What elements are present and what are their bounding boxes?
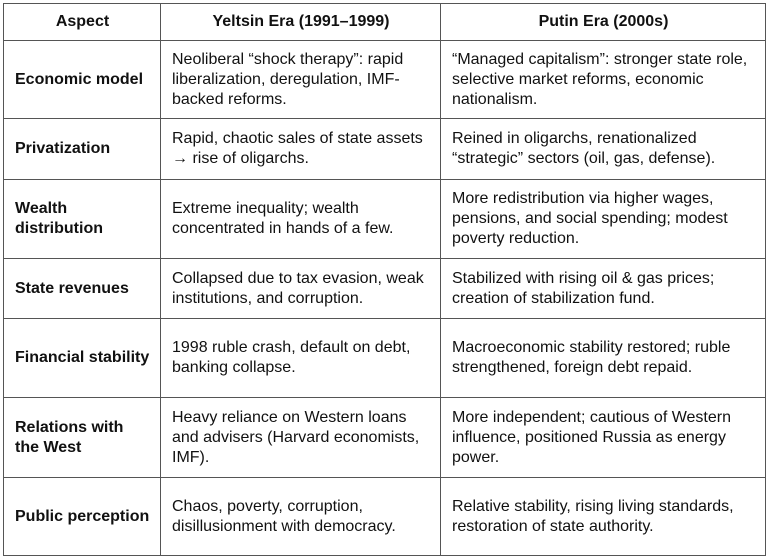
yeltsin-cell: Heavy reliance on Western loans and advi… (160, 397, 441, 478)
table-row: Economic model Neoliberal “shock therapy”… (3, 40, 766, 119)
aspect-cell: Economic model (3, 40, 161, 119)
table-row: Privatization Rapid, chaotic sales of sta… (3, 118, 766, 180)
yeltsin-cell: Rapid, chaotic sales of state assets → r… (160, 118, 441, 180)
putin-cell: Stabilized with rising oil & gas prices;… (440, 258, 766, 319)
putin-cell: “Managed capitalism”: stronger state rol… (440, 40, 766, 119)
header-putin: Putin Era (2000s) (440, 3, 766, 41)
putin-cell: Relative stability, rising living standa… (440, 477, 766, 556)
header-row: Aspect Yeltsin Era (1991–1999) Putin Era… (3, 3, 766, 41)
yeltsin-cell: Extreme inequality; wealth concentrated … (160, 179, 441, 259)
yeltsin-cell: 1998 ruble crash, default on debt, banki… (160, 318, 441, 398)
putin-cell: More redistribution via higher wages, pe… (440, 179, 766, 259)
aspect-cell: Wealth distribution (3, 179, 161, 259)
aspect-cell: Public perception (3, 477, 161, 556)
putin-cell: Macroeconomic stability restored; ruble … (440, 318, 766, 398)
table-row: Public perception Chaos, poverty, corrupt… (3, 477, 766, 556)
yeltsin-cell: Chaos, poverty, corruption, disillusionm… (160, 477, 441, 556)
putin-cell: Reined in oligarchs, renationalized “str… (440, 118, 766, 180)
aspect-cell: Privatization (3, 118, 161, 180)
aspect-cell: State revenues (3, 258, 161, 319)
yeltsin-cell: Collapsed due to tax evasion, weak insti… (160, 258, 441, 319)
header-yeltsin: Yeltsin Era (1991–1999) (160, 3, 441, 41)
aspect-cell: Relations with the West (3, 397, 161, 478)
table-row: Financial stability 1998 ruble crash, def… (3, 318, 766, 398)
table-row: State revenues Collapsed due to tax evasi… (3, 258, 766, 319)
putin-cell: More independent; cautious of Western in… (440, 397, 766, 478)
yeltsin-cell: Neoliberal “shock therapy”: rapid libera… (160, 40, 441, 119)
aspect-cell: Financial stability (3, 318, 161, 398)
table-row: Relations with the West Heavy reliance on… (3, 397, 766, 478)
header-aspect: Aspect (3, 3, 161, 41)
table-row: Wealth distribution Extreme inequality; w… (3, 179, 766, 259)
comparison-table: Aspect Yeltsin Era (1991–1999) Putin Era… (3, 3, 766, 556)
